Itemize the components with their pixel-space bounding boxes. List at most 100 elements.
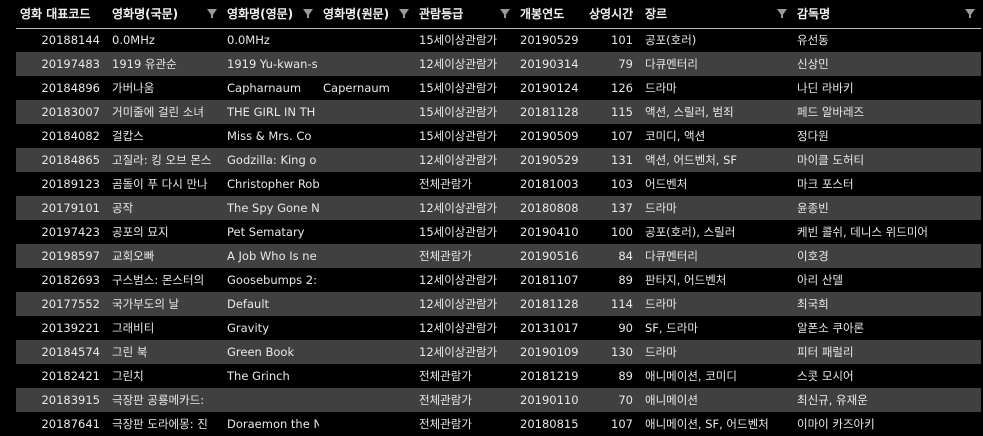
cell-title-orig[interactable]	[319, 268, 415, 292]
cell-title-kr[interactable]: 그린 북	[112, 345, 148, 359]
cell-genre[interactable]: 액션, 어드벤처, SF	[645, 153, 738, 167]
table-row[interactable]: 20177552 국가부도의 날 Default 12세이상관람가 20181128 11…	[16, 292, 981, 316]
cell-title-kr[interactable]: 곰돌이 푸 다시 만나	[112, 177, 208, 191]
filter-icon[interactable]	[777, 9, 787, 18]
cell-genre[interactable]: 어드벤처	[645, 177, 688, 191]
cell-title-kr[interactable]: 고질라: 킹 오브 몬스	[112, 153, 212, 167]
cell-director[interactable]: 아리 산델	[797, 273, 843, 287]
cell-director[interactable]: 정다원	[797, 129, 829, 143]
col-header-title-en[interactable]: 영화명(영문)	[223, 0, 319, 29]
filter-icon[interactable]	[500, 9, 510, 18]
cell-rating[interactable]: 12세이상관람가	[419, 57, 498, 71]
cell-rating[interactable]: 15세이상관람가	[419, 81, 498, 95]
cell-release-year[interactable]: 20190109	[520, 345, 579, 359]
cell-release-year[interactable]: 20181128	[520, 297, 579, 311]
filter-icon[interactable]	[303, 9, 313, 18]
cell-title-orig[interactable]	[319, 28, 415, 52]
cell-genre[interactable]: SF, 드라마	[645, 321, 698, 335]
cell-title-orig[interactable]	[319, 124, 415, 148]
cell-runtime[interactable]: 100	[611, 225, 633, 239]
cell-genre[interactable]: 공포(호러), 스릴러	[645, 225, 736, 239]
cell-title-en[interactable]: Christopher Rob	[227, 177, 319, 191]
col-header-rating[interactable]: 관람등급	[415, 0, 516, 29]
cell-director[interactable]: 케빈 콜쉬, 데니스 위드미어	[797, 225, 929, 239]
cell-runtime[interactable]: 84	[618, 249, 633, 263]
cell-title-kr[interactable]: 거미줄에 걸린 소녀	[112, 105, 204, 119]
cell-movie-code[interactable]: 20187641	[41, 417, 100, 431]
cell-title-en[interactable]: A Job Who Is ne	[227, 249, 317, 263]
cell-title-orig[interactable]	[319, 316, 415, 340]
cell-title-en[interactable]: Goosebumps 2:	[227, 273, 317, 287]
cell-director[interactable]: 마크 포스터	[797, 177, 854, 191]
cell-movie-code[interactable]: 20179101	[41, 201, 100, 215]
table-row[interactable]: 20184574 그린 북 Green Book 12세이상관람가 20190109 13…	[16, 340, 981, 364]
cell-release-year[interactable]: 20190314	[520, 57, 579, 71]
cell-title-en[interactable]: The Spy Gone N	[227, 201, 319, 215]
cell-runtime[interactable]: 70	[618, 393, 633, 407]
cell-title-kr[interactable]: 국가부도의 날	[112, 297, 180, 311]
cell-title-en[interactable]: Pet Sematary	[227, 225, 305, 239]
cell-rating[interactable]: 15세이상관람가	[419, 105, 498, 119]
cell-movie-code[interactable]: 20139221	[41, 321, 100, 335]
cell-title-orig[interactable]	[319, 172, 415, 196]
cell-runtime[interactable]: 131	[611, 153, 633, 167]
cell-release-year[interactable]: 20190410	[520, 225, 579, 239]
cell-movie-code[interactable]: 20182693	[41, 273, 100, 287]
table-row[interactable]: 20188144 0.0MHz 0.0MHz 15세이상관람가 20190529 101 공…	[16, 28, 981, 52]
cell-title-en[interactable]: 0.0MHz	[227, 33, 270, 48]
table-row[interactable]: 20182421 그린치 The Grinch 전체관람가 20181219 89 애니메이…	[16, 364, 981, 388]
cell-release-year[interactable]: 20190529	[520, 153, 579, 167]
cell-director[interactable]: 이호경	[797, 249, 829, 263]
cell-release-year[interactable]: 20190516	[520, 249, 579, 263]
cell-title-kr[interactable]: 걸캅스	[112, 129, 144, 143]
cell-title-orig[interactable]	[319, 340, 415, 364]
cell-director[interactable]: 윤종빈	[797, 201, 829, 215]
cell-genre[interactable]: 드라마	[645, 201, 677, 215]
cell-genre[interactable]: 애니메이션	[645, 393, 698, 407]
cell-movie-code[interactable]: 20184896	[41, 81, 100, 95]
filter-icon[interactable]	[399, 9, 409, 18]
table-row[interactable]: 20139221 그래비티 Gravity 12세이상관람가 20131017 90 SF,…	[16, 316, 981, 340]
cell-movie-code[interactable]: 20189123	[41, 177, 100, 191]
cell-title-kr[interactable]: 그래비티	[112, 321, 155, 335]
cell-title-orig[interactable]	[319, 220, 415, 244]
cell-title-kr[interactable]: 1919 유관순	[112, 57, 177, 71]
table-row[interactable]: 20184082 걸캅스 Miss & Mrs. Co 15세이상관람가 2019050…	[16, 124, 981, 148]
cell-director[interactable]: 최신규, 유재운	[797, 393, 868, 407]
cell-title-orig[interactable]	[319, 100, 415, 124]
col-header-title-orig[interactable]: 영화명(원문)	[319, 0, 415, 29]
cell-title-kr[interactable]: 극장판 도라에몽: 진	[112, 417, 208, 431]
cell-runtime[interactable]: 137	[611, 201, 633, 215]
cell-title-en[interactable]: THE GIRL IN TH	[227, 105, 316, 119]
cell-genre[interactable]: 애니메이션, SF, 어드벤처	[645, 417, 769, 431]
cell-runtime[interactable]: 107	[611, 417, 633, 431]
cell-title-orig[interactable]: Capernaum	[323, 81, 390, 95]
cell-director[interactable]: 이마이 카즈아키	[797, 417, 875, 431]
cell-title-en[interactable]: Capharnaum	[227, 81, 302, 95]
cell-director[interactable]: 최국희	[797, 297, 829, 311]
cell-rating[interactable]: 15세이상관람가	[419, 225, 498, 239]
cell-rating[interactable]: 12세이상관람가	[419, 345, 498, 359]
cell-title-orig[interactable]	[319, 388, 415, 412]
table-row[interactable]: 20183915 극장판 공룡메카드: 전체관람가 20190110 70 애니메이션 최신…	[16, 388, 981, 412]
cell-director[interactable]: 피터 패럴리	[797, 345, 854, 359]
cell-rating[interactable]: 12세이상관람가	[419, 153, 498, 167]
cell-genre[interactable]: 드라마	[645, 297, 677, 311]
cell-movie-code[interactable]: 20183007	[41, 105, 100, 119]
table-row[interactable]: 20182693 구스범스: 몬스터의 Goosebumps 2: 12세이상관람가 2…	[16, 268, 981, 292]
cell-movie-code[interactable]: 20182421	[41, 369, 100, 383]
table-row[interactable]: 20187641 극장판 도라에몽: 진 Doraemon the N 전체관람가 20…	[16, 412, 981, 436]
filter-icon[interactable]	[965, 9, 975, 18]
cell-runtime[interactable]: 107	[611, 129, 633, 143]
cell-movie-code[interactable]: 20197423	[41, 225, 100, 239]
col-header-runtime[interactable]: 상영시간	[585, 0, 641, 29]
cell-director[interactable]: 스콧 모시어	[797, 369, 854, 383]
cell-runtime[interactable]: 114	[611, 297, 633, 311]
cell-title-en[interactable]: Doraemon the N	[227, 417, 319, 431]
table-row[interactable]: 20198597 교회오빠 A Job Who Is ne 전체관람가 20190516…	[16, 244, 981, 268]
cell-release-year[interactable]: 20190124	[520, 81, 579, 95]
cell-runtime[interactable]: 89	[618, 273, 633, 287]
cell-movie-code[interactable]: 20188144	[41, 33, 100, 48]
cell-title-kr[interactable]: 공작	[112, 201, 134, 215]
cell-release-year[interactable]: 20190509	[520, 129, 579, 143]
